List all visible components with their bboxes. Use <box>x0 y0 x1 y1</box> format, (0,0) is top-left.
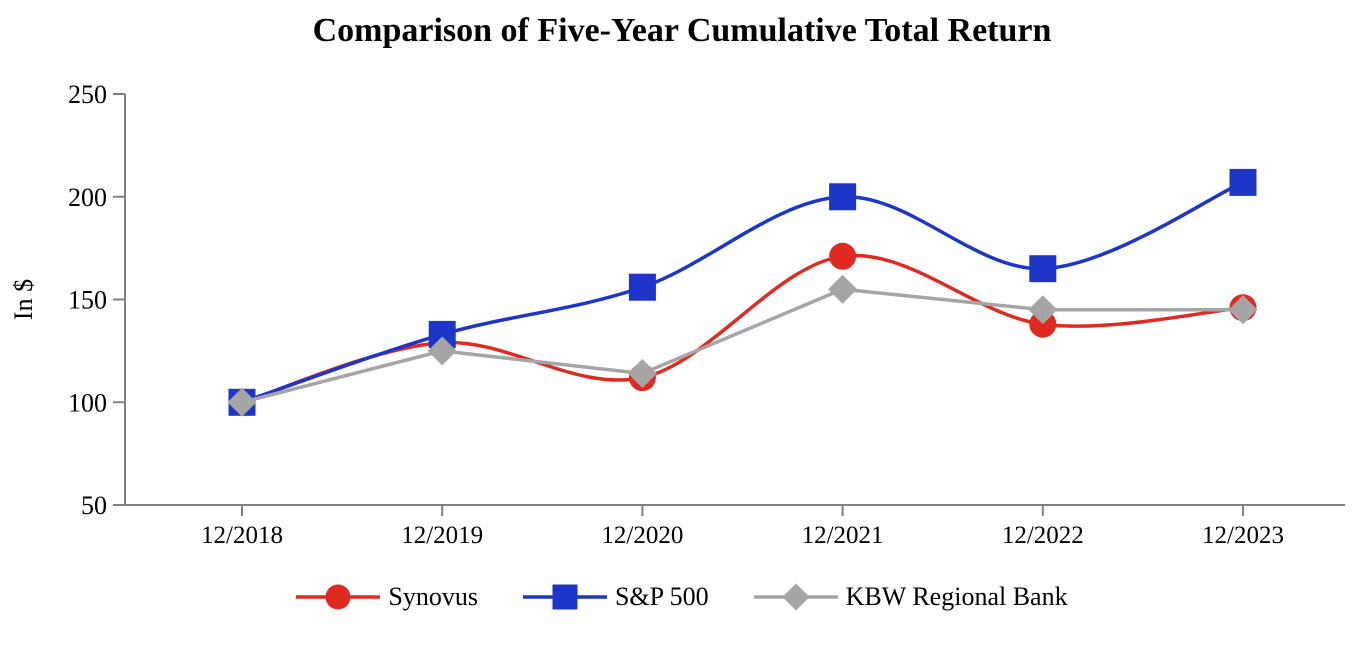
y-tick-label: 150 <box>68 286 107 315</box>
series-kbw-regional-bank <box>227 274 1258 417</box>
x-tick-label: 12/2020 <box>601 522 683 549</box>
x-tick-label: 12/2019 <box>401 522 483 549</box>
x-tick-label: 12/2018 <box>201 522 283 549</box>
square-legend-marker-icon <box>522 584 607 610</box>
y-tick-label: 50 <box>81 491 107 520</box>
y-axis-ticks: 250 200 150 100 50 <box>68 80 125 520</box>
series-s-p-500-line <box>241 180 1244 404</box>
square-data-point <box>1029 255 1057 283</box>
square-data-point <box>829 183 857 211</box>
x-axis-ticks: 12/2018 12/2019 12/2020 12/2021 12/2022 12/20… <box>201 505 1284 549</box>
diamond-data-point <box>1228 295 1258 325</box>
square-data-point <box>552 584 578 610</box>
x-tick-label: 12/2021 <box>802 522 884 549</box>
circle-data-point <box>325 584 351 610</box>
axes <box>124 94 1345 506</box>
legend-item-s-p-500: S&P 500 <box>522 580 709 614</box>
y-tick-label: 200 <box>68 183 107 212</box>
series-synovus <box>228 242 1257 416</box>
legend-label: S&P 500 <box>614 582 709 611</box>
y-tick-label: 250 <box>68 80 107 109</box>
circle-legend-marker-icon <box>296 584 381 610</box>
diamond-data-point <box>227 387 257 417</box>
x-tick-label: 12/2023 <box>1202 522 1284 549</box>
series-kbw-regional-bank-line <box>241 287 1243 404</box>
square-data-point <box>1229 168 1257 196</box>
diamond-data-point <box>627 359 657 388</box>
series-s-p-500 <box>228 168 1257 416</box>
legend-item-kbw-regional-bank: KBW Regional Bank <box>753 580 1068 614</box>
x-tick-label: 12/2022 <box>1002 522 1084 549</box>
diamond-data-point <box>427 336 457 366</box>
chart-legend: Synovus S&P 500 KBW Regional Bank <box>0 580 1364 614</box>
diamond-data-point <box>782 583 810 611</box>
diamond-data-point <box>1028 295 1058 325</box>
legend-label: Synovus <box>388 582 478 611</box>
chart-title: Comparison of Five-Year Cumulative Total… <box>312 12 1052 49</box>
square-data-point <box>628 273 656 301</box>
y-axis-title: In $ <box>9 279 38 320</box>
y-tick-label: 100 <box>68 388 107 417</box>
circle-data-point <box>829 242 857 270</box>
series-synovus-line <box>241 253 1244 404</box>
diamond-legend-marker-icon <box>753 583 838 611</box>
diamond-data-point <box>828 274 858 304</box>
legend-label: KBW Regional Bank <box>845 582 1068 611</box>
legend-item-synovus: Synovus <box>296 580 478 614</box>
